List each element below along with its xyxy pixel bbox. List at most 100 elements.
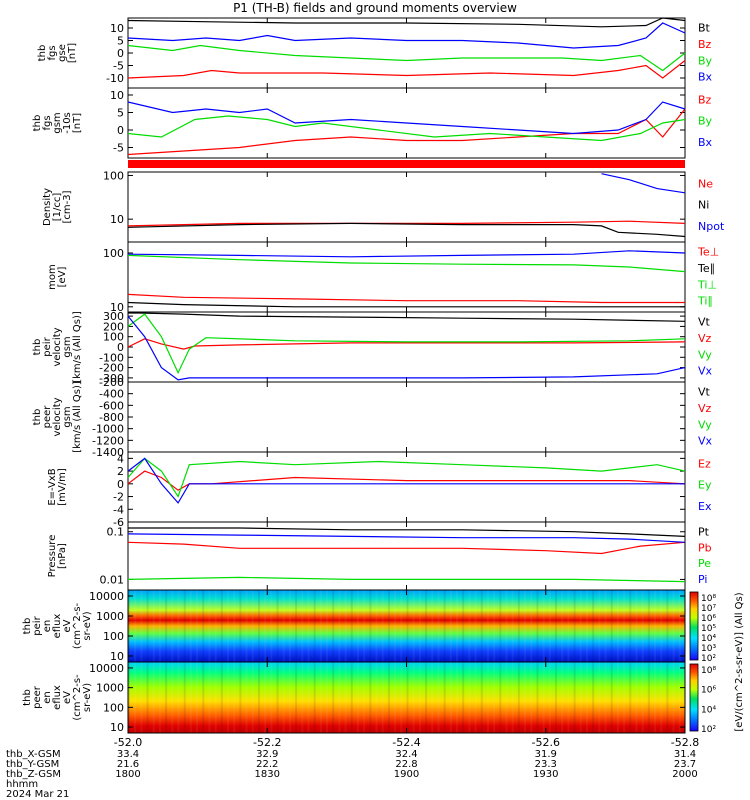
series-line-te [127,293,685,304]
legend-label: Ti∥ [697,295,713,308]
spectrogram-striation [177,662,180,733]
spectrogram-striation [610,590,613,662]
spectrogram-striation [394,662,397,733]
legend-label: Bx [698,71,713,84]
y-axis-label: [eV] [57,267,68,288]
spectrogram-striation [301,590,304,662]
spectrogram-striation [530,662,533,733]
spectrogram-striation [579,662,582,733]
spectrogram-striation [579,590,582,662]
spectrogram-striation [443,662,446,733]
spectrogram-striation [183,662,186,733]
spectrogram-striation [561,662,564,733]
y-tick-label: 0.01 [100,573,125,586]
spectrogram-striation [480,590,483,662]
series-line-by [127,44,686,72]
spectrogram-striation [227,590,230,662]
spectrogram-striation [604,662,607,733]
spectrogram-striation [573,590,576,662]
x-row-value: 31.9 [535,749,557,760]
x-tick-label: -52.4 [392,736,420,749]
x-row-value: 23.7 [674,759,696,770]
x-row-value: 22.8 [395,759,417,770]
spectrogram-striation [517,662,520,733]
x-row-value: 21.6 [117,759,139,770]
spectrogram-striation [350,662,353,733]
series-line-ey [127,457,686,498]
spectrogram-striation [443,590,446,662]
legend-label: Ne [698,177,713,190]
spectrogram-striation [425,590,428,662]
spectrogram-striation [524,590,527,662]
spectrogram-striation [233,590,236,662]
spectrogram-striation [270,662,273,733]
legend-label: Vz [698,402,712,415]
y-axis-label: [mV/m] [57,468,68,506]
spectrogram-striation [647,662,650,733]
colorbar-label: [eV/(cm^2-s-sr-eV)] (All Qs) [734,592,745,731]
spectrogram-striation [456,590,459,662]
x-axis: -52.0 -52.2 -52.4 -52.6 -52.8 thb_X-GSM 33.4 32… [6,736,699,800]
spectrogram-striation [202,662,205,733]
x-row-value: 31.4 [674,749,696,760]
spectrogram-striation [635,590,638,662]
colorbar-tick-label: 10⁴ [701,705,716,715]
spectrogram-striation [431,662,434,733]
spectrogram-striation [140,590,143,662]
y-axis-label: [nT] [72,113,83,133]
colorbar-tick-label: 10² [701,654,716,664]
spectrogram-striation [257,590,260,662]
series-line-ti [127,250,686,258]
spectrogram-striation [542,662,545,733]
spectrogram-striation [505,662,508,733]
spectrogram-striation [319,590,322,662]
spectrogram-striation [536,662,539,733]
x-tick-label: -52.6 [532,736,560,749]
spectrogram-striation [363,590,366,662]
y-axis-label: en [42,691,53,704]
y-axis-label: E=-VxB [47,468,58,505]
legend-label: Bz [698,38,712,51]
y-tick-label: -5 [113,142,124,155]
colorbar-tick-label: 10² [701,725,716,735]
series-line-vt [128,312,686,322]
spectrogram-striation [635,662,638,733]
spectrogram-striation [375,590,378,662]
spectrogram-striation [542,590,545,662]
colorbar-tick-label: 10⁸ [701,594,716,604]
colorbar-gradient [689,591,699,661]
panel-7: 420-2-4-6 E=-VxB [mV/m] Ez Ey Ex [47,451,712,529]
spectrogram-striation [338,590,341,662]
legend-label: Pe [698,557,711,570]
page-title: P1 (TH-B) fields and ground moments over… [233,1,517,15]
y-tick-label: 10 [110,301,124,314]
spectrogram-striation [128,590,130,662]
y-axis-label: thb [32,409,43,426]
spectrogram-striation [264,662,267,733]
spectrogram-striation [134,662,137,733]
y-axis-label: velocity [52,327,63,366]
panel-frame [127,311,686,383]
colorbar-tick-label: 10⁷ [701,604,716,614]
legend-label: Bt [698,22,711,35]
x-row-label: thb_X-GSM [6,749,61,760]
spectrogram-striation [326,590,329,662]
x-row-value: 23.3 [535,759,557,770]
legend-label: Vz [698,332,712,345]
spectrogram-striation [629,590,632,662]
spectrogram-striation [511,590,514,662]
spectrogram-striation [239,590,242,662]
panel-6: -200-400-600-800-1000-1200-1400 thb peer ve… [32,376,713,459]
series-line-ti [127,254,686,273]
series-line-vy [127,313,686,375]
spectrogram-striation [517,590,520,662]
y-axis-label: Pressure [47,535,58,578]
spectrogram-striation [319,662,322,733]
spectrogram-striation [449,662,452,733]
series-line-pt [128,527,686,537]
spectrogram-striation [152,662,155,733]
spectrogram-striation [356,662,359,733]
series-line-ez [127,470,686,491]
spectrogram-striation [536,590,539,662]
